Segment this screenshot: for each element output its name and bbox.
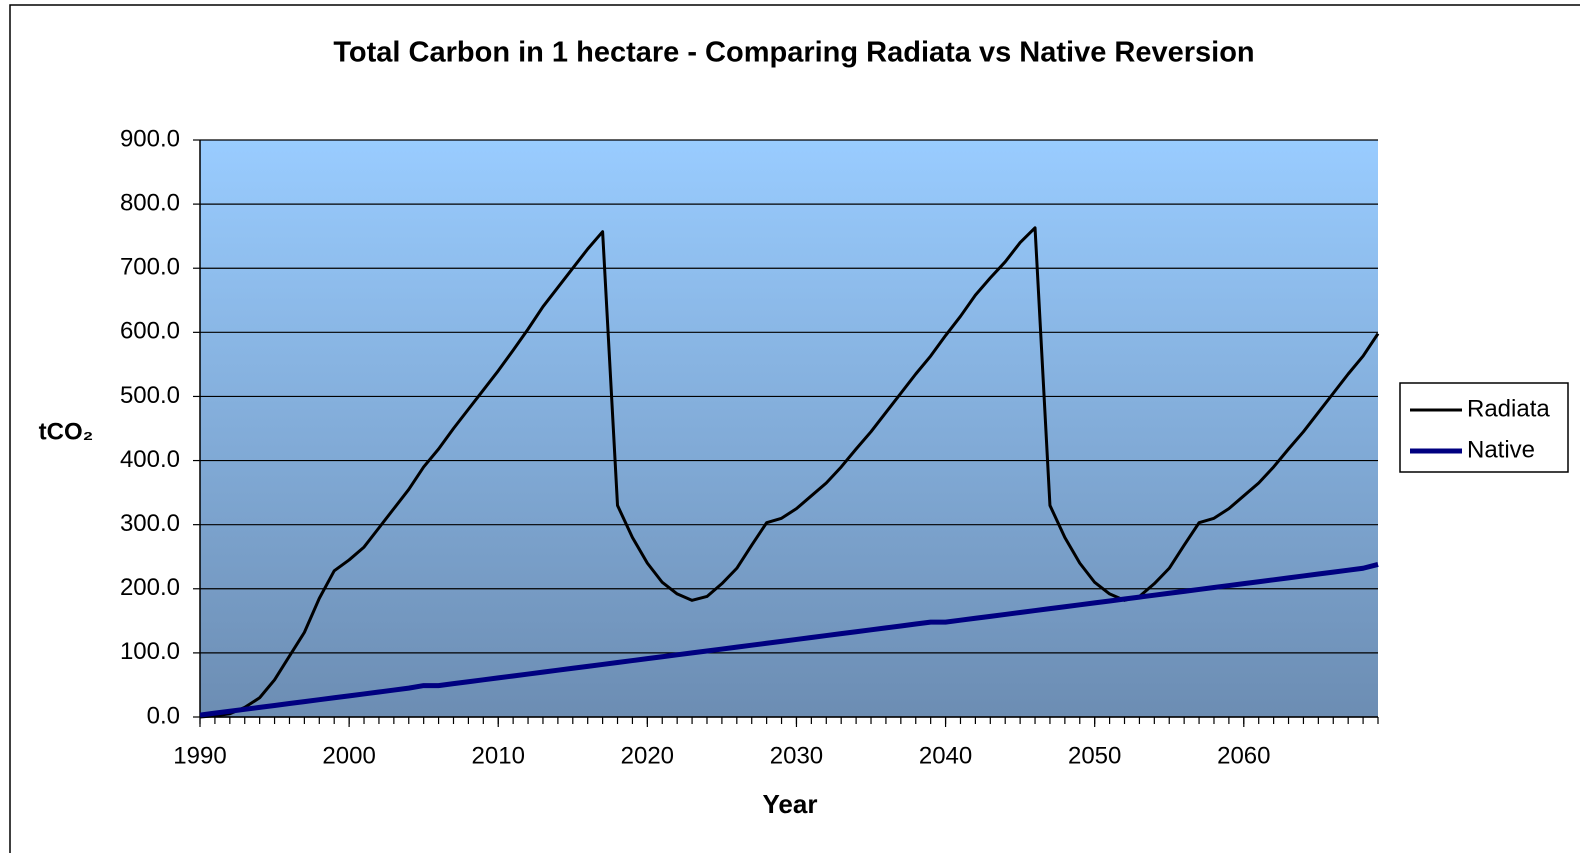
legend-label: Radiata (1467, 395, 1550, 422)
x-tick-label: 2060 (1217, 742, 1270, 769)
x-tick-label: 2030 (770, 742, 823, 769)
y-tick-label: 600.0 (120, 318, 180, 345)
x-tick-label: 2010 (472, 742, 525, 769)
y-tick-label: 900.0 (120, 125, 180, 152)
x-tick-label: 1990 (173, 742, 226, 769)
y-axis-label: tCO₂ (39, 418, 94, 445)
x-tick-label: 2020 (621, 742, 674, 769)
x-tick-label: 2040 (919, 742, 972, 769)
series-line (199, 561, 1379, 718)
y-tick-label: 300.0 (120, 510, 180, 537)
plot-area (200, 140, 1378, 717)
y-tick-label: 500.0 (120, 382, 180, 409)
y-tick-label: 0.0 (147, 702, 180, 729)
series-line (199, 226, 1380, 719)
y-tick-label: 100.0 (120, 638, 180, 665)
legend (1399, 382, 1569, 473)
x-tick-label: 2050 (1068, 742, 1121, 769)
y-tick-label: 800.0 (120, 189, 180, 216)
x-axis-label: Year (763, 789, 818, 819)
legend-label: Native (1467, 436, 1535, 463)
y-tick-label: 700.0 (120, 254, 180, 281)
x-tick-label: 2000 (322, 742, 375, 769)
chart-title: Total Carbon in 1 hectare - Comparing Ra… (333, 37, 1254, 69)
y-tick-label: 400.0 (120, 446, 180, 473)
y-tick-label: 200.0 (120, 574, 180, 601)
